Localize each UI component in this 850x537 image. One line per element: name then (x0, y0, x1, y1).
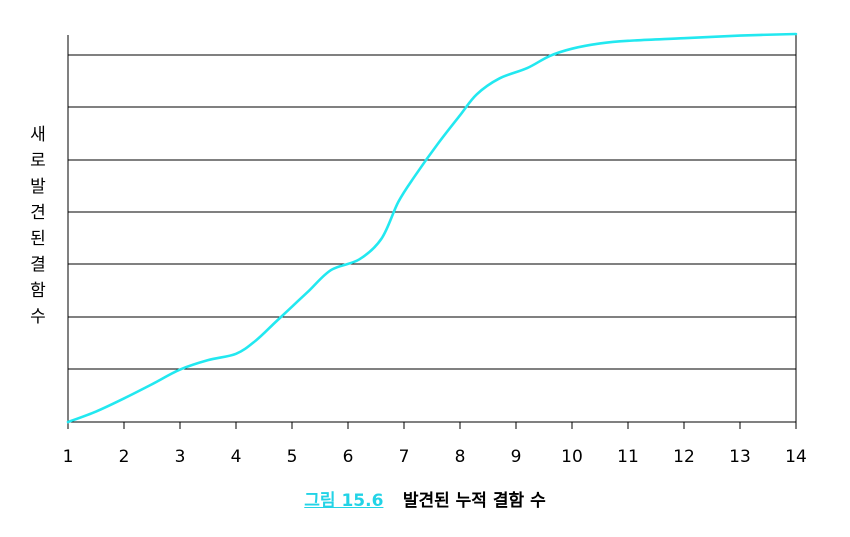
x-tick-label: 5 (287, 447, 298, 467)
figure-caption: 그림 15.6 발견된 누적 결함 수 (0, 486, 850, 511)
y-axis-label: 새로 발견된 결함 수 (30, 125, 46, 327)
x-tick-label: 12 (673, 447, 695, 467)
x-tick-label: 3 (175, 447, 186, 467)
x-tick-label: 13 (729, 447, 751, 467)
cumulative-defects-chart: 1 2 3 4 5 6 7 8 9 10 11 12 13 14 (63, 32, 807, 467)
x-tick-label: 2 (119, 447, 130, 467)
x-tick-label: 11 (617, 447, 639, 467)
x-tick-label: 7 (399, 447, 410, 467)
x-tick-label: 9 (511, 447, 522, 467)
x-tick-label: 14 (785, 447, 807, 467)
figure-caption-label: 그림 15.6 (304, 491, 384, 511)
x-tick-label: 4 (231, 447, 242, 467)
x-tick-label: 6 (343, 447, 354, 467)
figure-caption-text: 발견된 누적 결함 수 (402, 491, 546, 511)
series-line (66, 32, 798, 424)
x-tick-label: 10 (561, 447, 583, 467)
x-tick-label: 1 (63, 447, 74, 467)
x-tick-label: 8 (455, 447, 466, 467)
